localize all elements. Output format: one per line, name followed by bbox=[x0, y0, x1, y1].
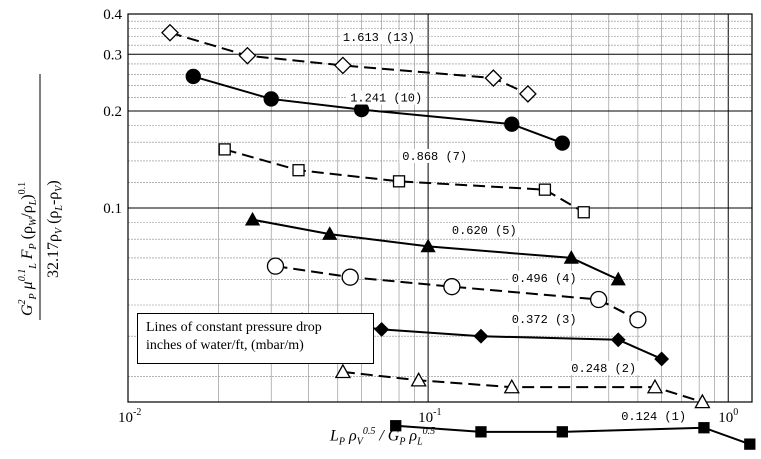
y-tick-label: 0.1 bbox=[103, 201, 122, 217]
legend-line-1: Lines of constant pressure drop bbox=[146, 320, 322, 335]
series-label-bg bbox=[508, 270, 581, 285]
square-marker bbox=[556, 426, 568, 438]
series-label: 0.868 (7) bbox=[402, 150, 467, 164]
square-marker bbox=[744, 438, 756, 450]
series-group: 1.241 (10) bbox=[185, 68, 570, 151]
triangle-marker bbox=[610, 271, 626, 286]
y-tick-label: 0.3 bbox=[103, 47, 122, 63]
series-label: 1.613 (13) bbox=[343, 31, 415, 45]
series-label-bg bbox=[618, 408, 690, 423]
x-axis-label: LP ρV0.5 / GP ρL0.5 bbox=[330, 426, 436, 448]
square-marker bbox=[698, 422, 710, 434]
series-line bbox=[252, 218, 619, 281]
triangle-marker bbox=[244, 211, 261, 226]
diamond-marker bbox=[654, 351, 670, 367]
diamond-marker bbox=[484, 69, 503, 88]
square-marker bbox=[390, 420, 402, 432]
series-label: 0.372 (3) bbox=[512, 313, 577, 327]
tick-labels: 10-2 10-1 100 0.4 0.3 0.2 0.1 bbox=[103, 7, 738, 426]
circle-marker bbox=[443, 278, 461, 296]
circle-marker bbox=[263, 91, 279, 107]
circle-marker bbox=[589, 290, 608, 309]
series-line bbox=[192, 75, 563, 145]
diamond-marker bbox=[518, 84, 537, 103]
series-label-bg bbox=[508, 311, 581, 326]
square-marker bbox=[292, 164, 305, 177]
circle-marker bbox=[266, 257, 285, 275]
series-layer: 1.613 (13) 1.241 (10) 0.868 (7) 0.620 (5) 0.… bbox=[161, 23, 756, 450]
square-marker bbox=[538, 183, 552, 196]
diamond-marker bbox=[473, 328, 489, 344]
series-label: 0.124 (1) bbox=[621, 410, 686, 424]
series-label-bg bbox=[568, 360, 641, 375]
series-group: 0.124 (1) bbox=[390, 408, 756, 450]
svg-text:G2P μ0.1L FP (ρW/ρL)0.1: G2P μ0.1L FP (ρW/ρL)0.1 bbox=[17, 182, 39, 316]
series-line bbox=[395, 424, 751, 446]
series-group: 0.496 (4) bbox=[266, 257, 647, 329]
series-label-bg bbox=[399, 148, 471, 163]
plot-frame bbox=[127, 13, 753, 403]
series-label: 0.620 (5) bbox=[452, 224, 517, 238]
series-group: 0.620 (5) bbox=[244, 211, 626, 286]
circle-marker bbox=[554, 135, 570, 151]
svg-text:32.17ρV (ρL-ρV): 32.17ρV (ρL-ρV) bbox=[45, 180, 65, 278]
series-label-bg bbox=[339, 29, 419, 44]
triangle-marker bbox=[322, 226, 338, 240]
circle-marker bbox=[185, 68, 201, 85]
triangle-marker bbox=[503, 378, 520, 394]
square-marker bbox=[392, 175, 406, 188]
series-label: 0.496 (4) bbox=[512, 272, 577, 286]
pressure-drop-legend-box: Lines of constant pressure drop inches o… bbox=[137, 313, 374, 364]
circle-marker bbox=[629, 311, 647, 329]
triangle-marker bbox=[563, 250, 579, 264]
triangle-marker bbox=[646, 378, 664, 394]
square-marker bbox=[218, 143, 231, 156]
series-label: 0.248 (2) bbox=[571, 362, 636, 376]
triangle-marker bbox=[694, 393, 711, 409]
y-tick-label: 0.4 bbox=[103, 7, 122, 23]
legend-line-2: inches of water/ft, (mbar/m) bbox=[146, 338, 304, 353]
series-label-bg bbox=[347, 90, 427, 105]
diamond-marker bbox=[610, 332, 626, 348]
series-group: 0.868 (7) bbox=[218, 143, 590, 219]
grid bbox=[128, 14, 752, 402]
series-group: 1.613 (13) bbox=[161, 23, 537, 103]
triangle-marker bbox=[334, 363, 351, 379]
x-tick-label: 10-2 bbox=[118, 407, 141, 426]
y-axis-label: G2P μ0.1L FP (ρW/ρL)0.1 32.17ρV (ρL-ρV) bbox=[17, 74, 65, 320]
triangle-marker bbox=[420, 238, 436, 253]
diamond-marker bbox=[238, 46, 257, 65]
diamond-marker bbox=[374, 321, 390, 337]
diamond-marker bbox=[333, 56, 352, 75]
circle-marker bbox=[341, 268, 359, 286]
series-label: 1.241 (10) bbox=[350, 92, 422, 106]
series-group: 0.248 (2) bbox=[334, 360, 711, 409]
square-marker bbox=[475, 426, 487, 438]
square-marker bbox=[577, 206, 590, 219]
triangle-marker bbox=[410, 371, 427, 387]
circle-marker bbox=[504, 116, 520, 132]
diamond-marker bbox=[161, 23, 179, 42]
x-tick-label: 100 bbox=[718, 407, 738, 426]
series-label-bg bbox=[448, 223, 521, 238]
x-tick-label: 10-1 bbox=[418, 407, 441, 426]
y-tick-label: 0.2 bbox=[103, 104, 122, 120]
